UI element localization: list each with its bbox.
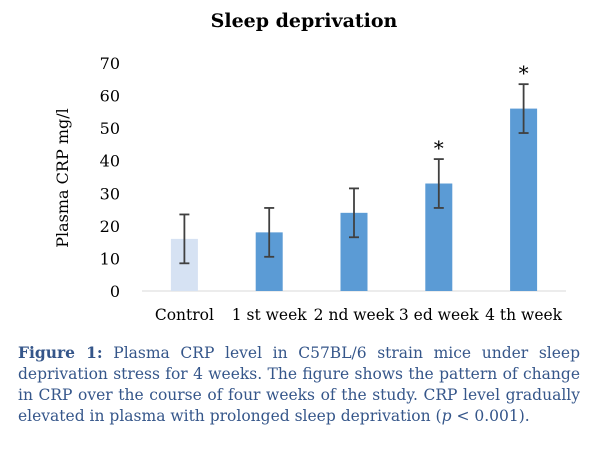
x-tick-label: 3 ed week: [399, 306, 479, 324]
y-tick-label: 0: [110, 282, 120, 301]
error-bar: [349, 187, 359, 239]
bar-chart: Sleep deprivation Plasma CRP mg/l 0 10 20 3…: [53, 10, 566, 324]
error-bar: [179, 213, 190, 265]
caption-text: Plasma CRP level in C57BL/6 strain mice …: [18, 344, 581, 425]
x-tick-label: Control: [155, 306, 214, 324]
figure-label: Figure 1:: [18, 343, 103, 362]
y-tick-label: 20: [100, 217, 120, 236]
x-tick-label: 4 th week: [485, 306, 563, 324]
significance-marker: *: [434, 136, 444, 160]
y-axis-label: Plasma CRP mg/l: [53, 108, 72, 248]
chart-title: Sleep deprivation: [211, 10, 398, 32]
figure-caption: Figure 1: Plasma CRP level in C57BL/6 st…: [18, 342, 580, 427]
error-bar: [518, 83, 529, 134]
error-bar: [264, 207, 275, 258]
x-tick-label: 2 nd week: [314, 306, 395, 324]
y-tick-label: 10: [100, 249, 120, 268]
y-tick-label: 30: [100, 184, 120, 203]
bars: **: [170, 61, 538, 291]
x-tick-label: 1 st week: [232, 306, 308, 324]
y-tick-label: 40: [100, 152, 120, 171]
error-bar: [433, 158, 444, 209]
y-axis: 0 10 20 30 40 50 60 70: [100, 54, 120, 301]
y-tick-label: 70: [100, 54, 120, 73]
x-axis: Control 1 st week 2 nd week 3 ed week 4 th w…: [155, 306, 563, 324]
caption-text-end: < 0.001).: [451, 407, 530, 425]
p-symbol: p: [441, 407, 452, 425]
bar: [510, 108, 538, 291]
y-tick-label: 60: [100, 87, 120, 106]
y-tick-label: 50: [100, 119, 120, 138]
significance-marker: *: [519, 61, 529, 85]
